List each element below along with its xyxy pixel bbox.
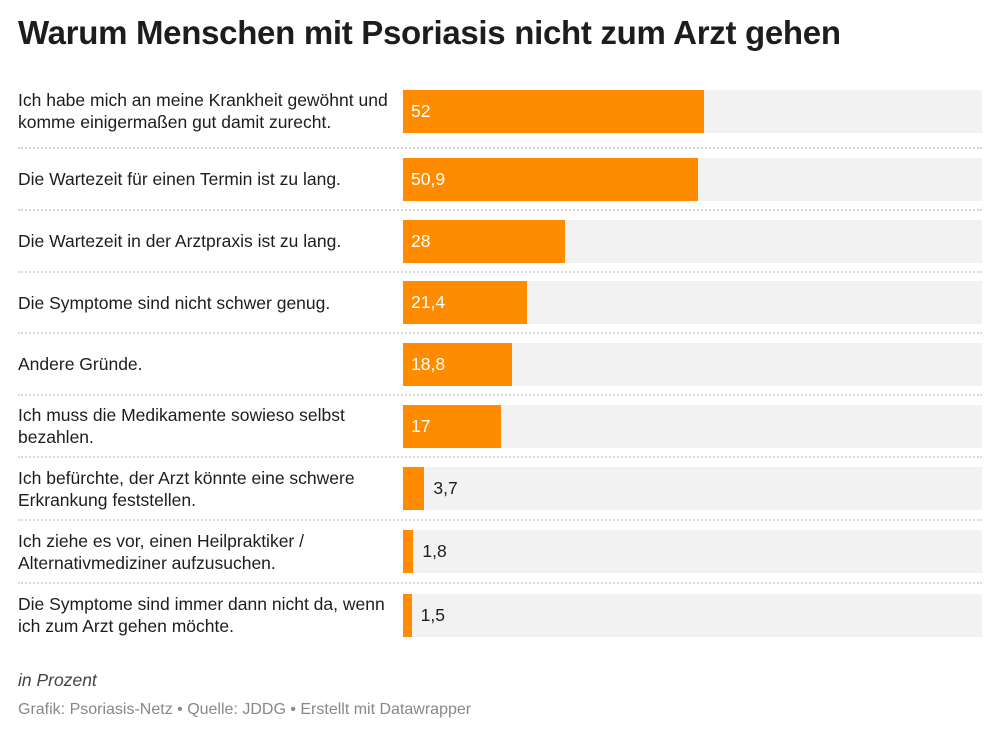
category-label: Ich habe mich an meine Krankheit gewöhnt… [18,90,388,132]
bar-track: 3,7 [403,467,982,510]
source-credit: Grafik: Psoriasis-Netz • Quelle: JDDG • … [18,701,472,718]
bar-row: Die Symptome sind nicht schwer genug. 21,… [18,273,982,334]
bar-row: Die Symptome sind immer dann nicht da, w… [18,584,982,646]
bar [403,281,527,324]
bar-track: 18,8 [403,342,982,386]
bar [403,593,412,637]
category-label: Ich ziehe es vor, einen Heilpraktiker / … [18,530,304,573]
bar-row: Ich befürchte, der Arzt könnte eine schw… [18,458,982,521]
value-label: 1,5 [420,604,445,625]
bar-chart: Ich habe mich an meine Krankheit gewöhnt… [18,75,982,646]
chart-title: Warum Menschen mit Psoriasis nicht zum A… [18,14,841,51]
category-label: Ich befürchte, der Arzt könnte eine schw… [18,467,355,510]
value-label: 18,8 [411,353,446,374]
value-label: 3,7 [433,478,458,498]
value-label: 52 [411,100,431,121]
bar-row: Andere Gründe. 18,8 [18,334,982,396]
bar-track: 21,4 [403,281,982,324]
bar-track: 1,5 [403,593,982,637]
bar [403,530,414,573]
bar-row: Die Wartezeit für einen Termin ist zu la… [18,149,982,211]
bar [403,342,512,386]
value-label: 21,4 [411,292,446,312]
bar [403,467,425,510]
bar [403,219,566,263]
value-label: 17 [411,415,431,436]
category-label: Die Wartezeit in der Arztpraxis ist zu l… [18,231,342,251]
bar [403,157,698,201]
bar-track: 17 [403,404,982,448]
bar-row: Ich habe mich an meine Krankheit gewöhnt… [18,75,982,149]
value-label: 28 [411,230,431,251]
unit-note: in Prozent [18,670,97,690]
bar-track: 28 [403,219,982,263]
bar-track: 52 [403,89,982,133]
category-label: Die Wartezeit für einen Termin ist zu la… [18,169,341,189]
bar-row: Die Wartezeit in der Arztpraxis ist zu l… [18,211,982,273]
bar-track: 50,9 [403,157,982,201]
value-label: 1,8 [422,541,447,561]
bar [403,89,705,133]
category-label: Die Symptome sind nicht schwer genug. [18,292,331,313]
value-label: 50,9 [411,168,446,189]
category-label: Die Symptome sind immer dann nicht da, w… [18,594,385,636]
category-label: Ich muss die Medikamente sowieso selbst … [18,405,345,447]
bar [403,404,502,448]
bar-row: Ich muss die Medikamente sowieso selbst … [18,396,982,458]
category-label: Andere Gründe. [18,354,143,374]
bar-track: 1,8 [403,530,982,573]
bar-row: Ich ziehe es vor, einen Heilpraktiker / … [18,521,982,584]
